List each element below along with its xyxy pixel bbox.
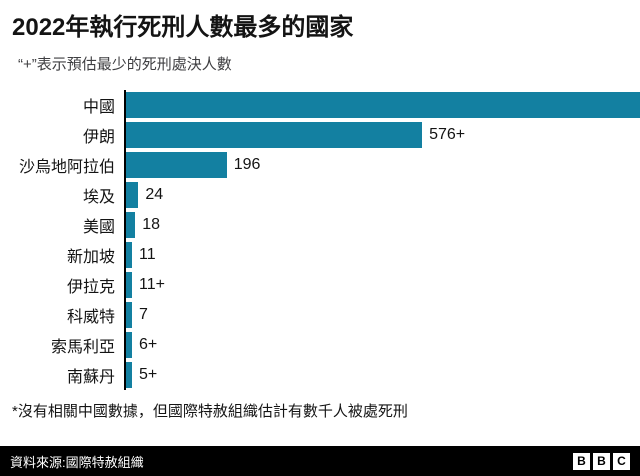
category-label: 新加坡 <box>66 248 115 266</box>
bar <box>126 91 640 118</box>
value-label: 11 <box>139 245 156 263</box>
bar <box>126 211 136 238</box>
bar <box>126 301 132 328</box>
bar <box>126 241 132 268</box>
chart-row: 6+ <box>126 330 640 360</box>
source-text: 資料來源:國際特赦組織 <box>10 454 144 470</box>
chart-row: 576+ <box>126 120 640 150</box>
chart-header: 2022年執行死刑人數最多的國家 “+”表示預估最少的死刑處決人數 <box>0 0 640 74</box>
chart-row: 24 <box>126 180 640 210</box>
bar <box>126 271 132 298</box>
chart-row: 18 <box>126 210 640 240</box>
chart-row: 196 <box>126 150 640 180</box>
category-label: 科威特 <box>66 308 115 326</box>
bar <box>126 121 423 148</box>
value-label: 7 <box>139 305 148 323</box>
bar <box>126 331 132 358</box>
category-label: 伊朗 <box>82 128 115 146</box>
value-label: 18 <box>142 215 161 233</box>
chart-row: 11 <box>126 240 640 270</box>
bar <box>126 151 227 178</box>
category-label: 南蘇丹 <box>66 368 115 386</box>
bbc-logo-block: B <box>573 452 590 470</box>
bar <box>126 181 139 208</box>
value-label: 576+ <box>429 125 466 143</box>
value-label: 24 <box>145 185 164 203</box>
chart-row: 5+ <box>126 360 640 390</box>
category-label: 索馬利亞 <box>50 338 115 356</box>
category-labels: 中國伊朗沙烏地阿拉伯埃及美國新加坡伊拉克科威特索馬利亞南蘇丹 <box>0 90 124 390</box>
value-label: 11+ <box>139 275 165 293</box>
value-label: 196 <box>233 155 261 173</box>
category-label: 伊拉克 <box>66 278 115 296</box>
bbc-logo-block: C <box>613 452 630 470</box>
chart-row: 7 <box>126 300 640 330</box>
bar <box>126 361 132 388</box>
bars-col: 576+ 196 24 18 11 11+ 7 6+ 5+ <box>124 89 640 390</box>
category-label: 中國 <box>82 98 115 116</box>
chart-subtitle: “+”表示預估最少的死刑處決人數 <box>18 55 232 73</box>
category-label: 沙烏地阿拉伯 <box>18 158 115 176</box>
chart-footnote: *沒有相關中國數據，但國際特赦組織估計有數千人被處死刑 <box>12 402 408 420</box>
value-label: 5+ <box>139 365 158 383</box>
category-label: 美國 <box>82 218 115 236</box>
bar-chart: 中國伊朗沙烏地阿拉伯埃及美國新加坡伊拉克科威特索馬利亞南蘇丹 576+ 196 24… <box>0 89 640 390</box>
chart-row: 11+ <box>126 270 640 300</box>
chart-title: 2022年執行死刑人數最多的國家 <box>12 14 354 41</box>
category-label: 埃及 <box>82 188 115 206</box>
value-label: 6+ <box>139 335 158 353</box>
bbc-logo-block: B <box>593 452 610 470</box>
chart-row <box>126 90 640 120</box>
